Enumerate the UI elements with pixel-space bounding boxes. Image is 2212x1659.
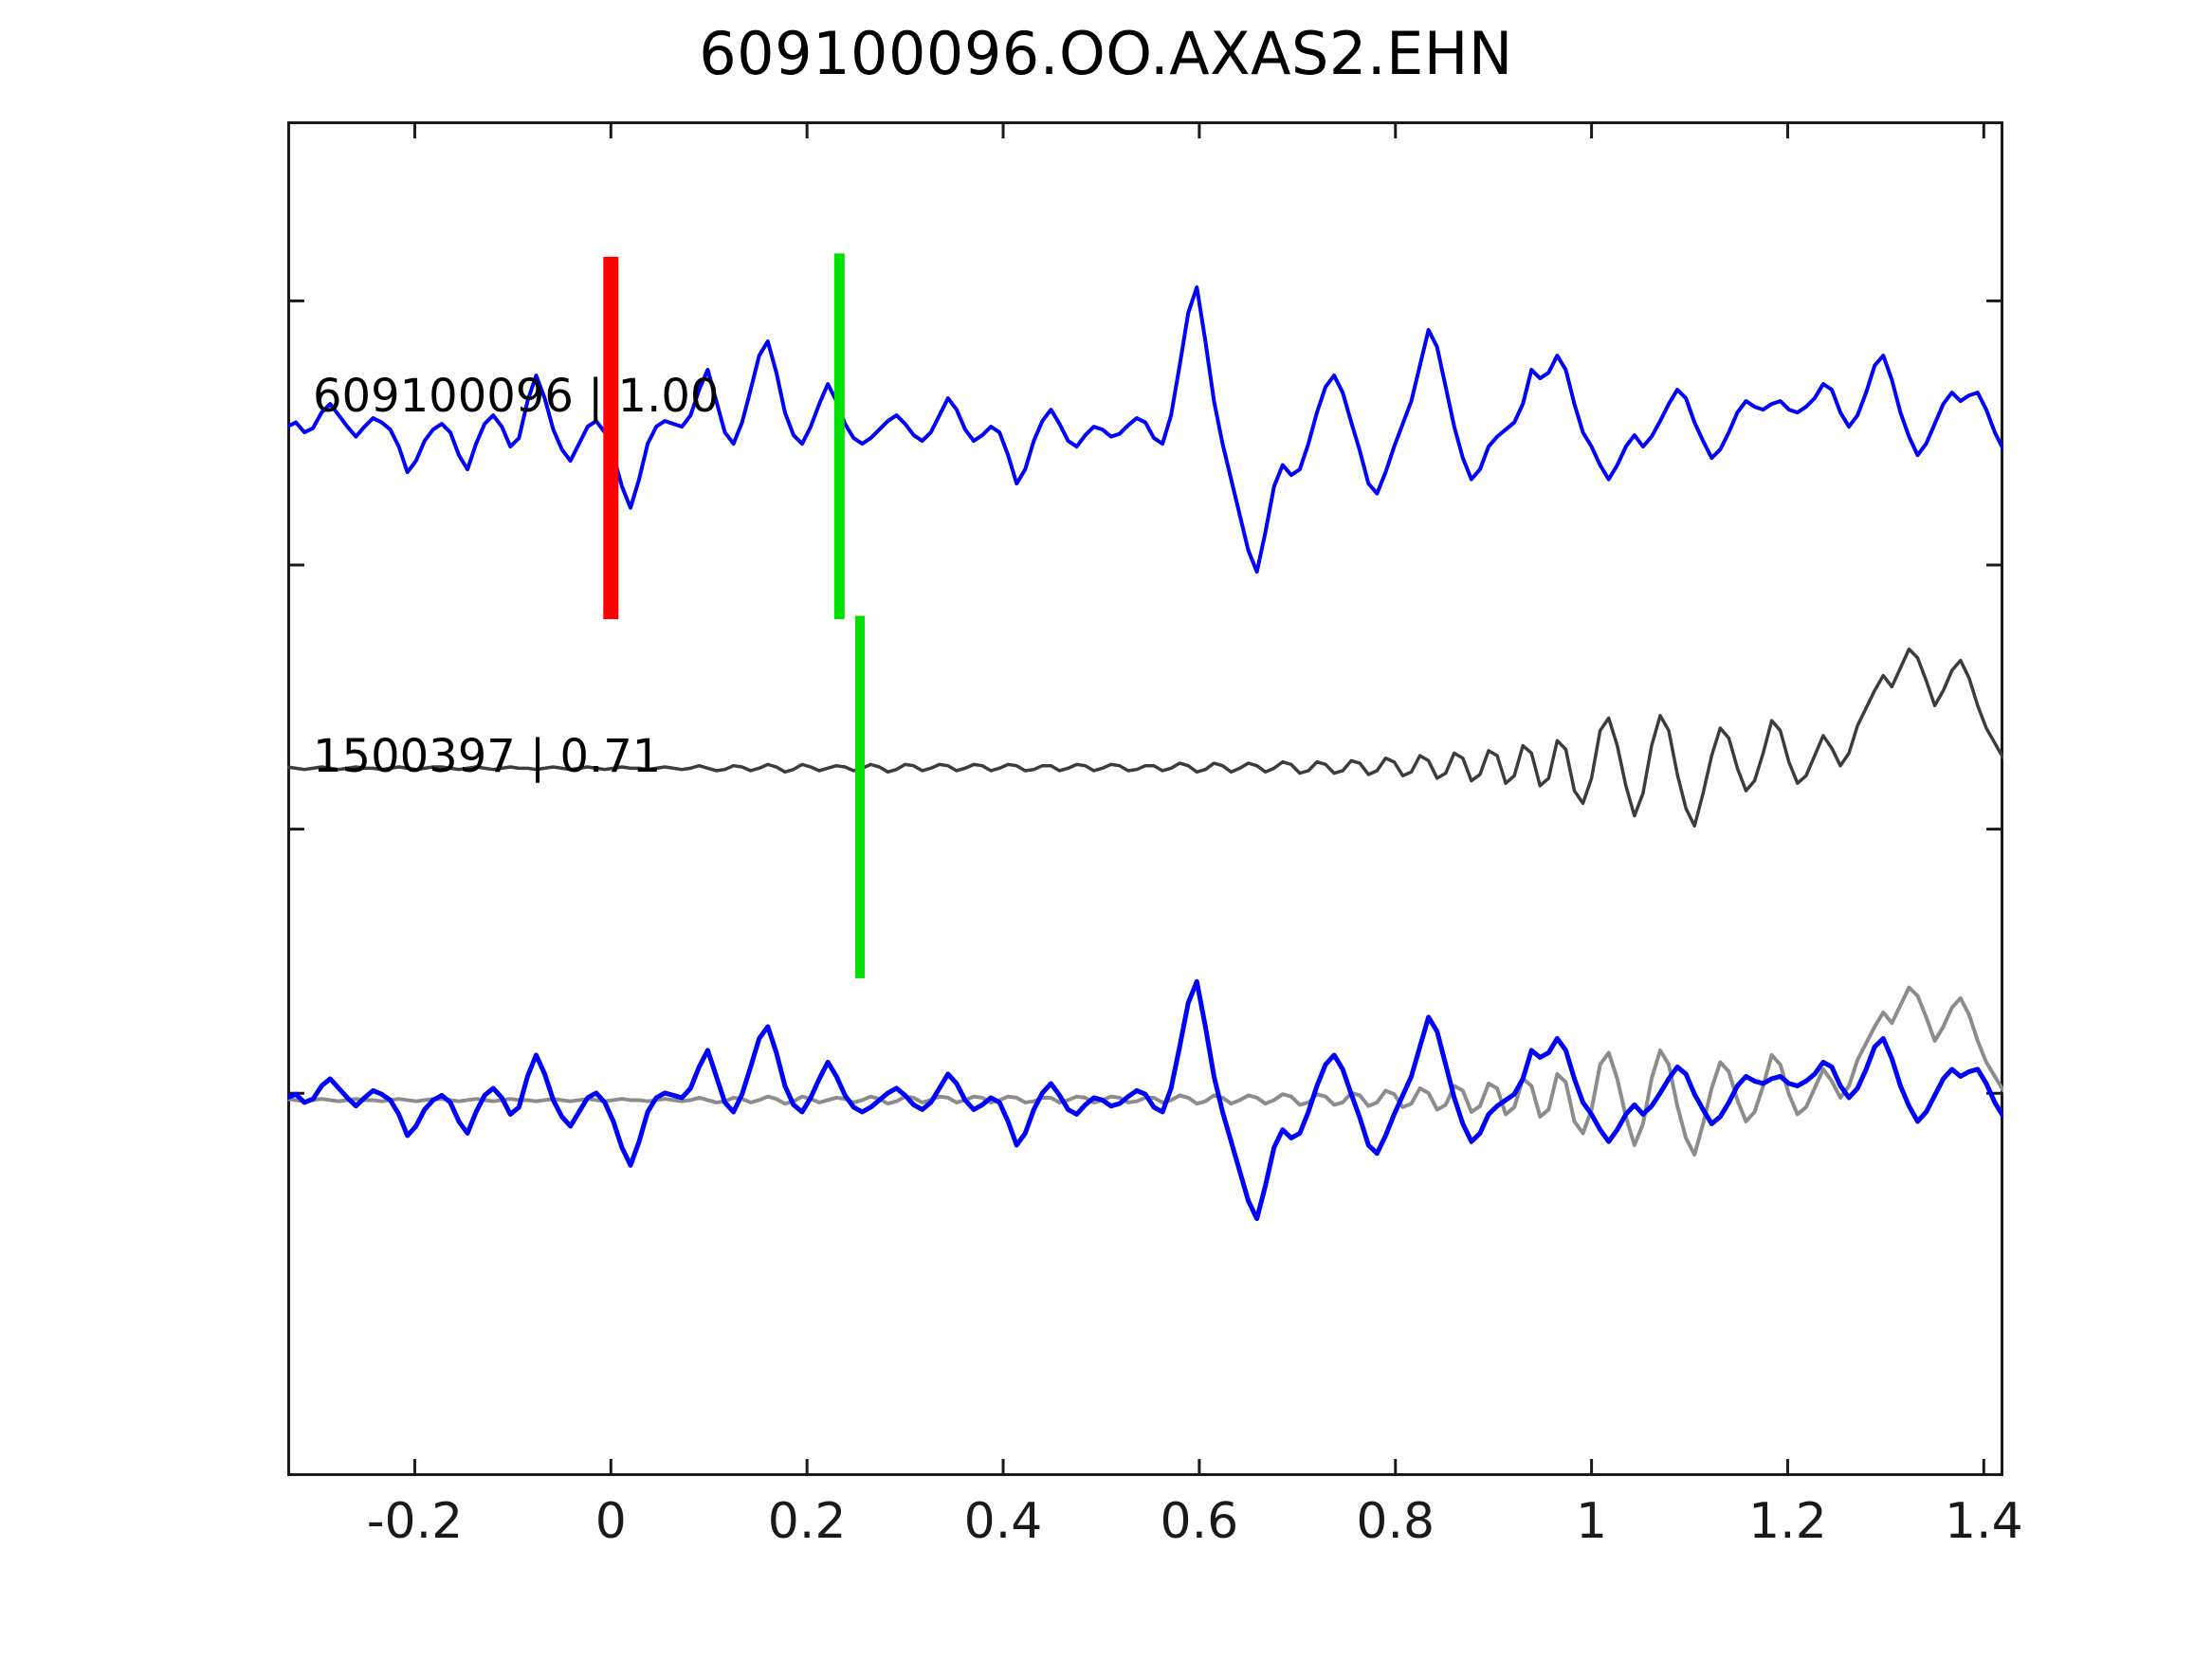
x-tick-label: 0.4	[963, 1493, 1043, 1550]
x-tick-label: 0	[594, 1493, 627, 1550]
trace-label-detection: 1500397 | 0.71	[313, 730, 662, 783]
trace-label-template: 609100096 | 1.00	[313, 370, 720, 423]
x-tick-label: -0.2	[366, 1493, 464, 1550]
x-tick-label: 1.2	[1748, 1493, 1827, 1550]
x-tick-label: 1.4	[1944, 1493, 2023, 1550]
x-tick-label: 0.8	[1356, 1493, 1435, 1550]
axis-ticks	[287, 121, 2003, 1476]
waveform-path	[287, 978, 2003, 1221]
x-tick-label: 1	[1576, 1493, 1608, 1550]
x-axis-tick-labels: -0.2 0 0.2 0.4 0.6 0.8 1 1.2 1.4	[0, 1493, 2212, 1569]
waveform-path	[287, 647, 2003, 828]
waveform-path	[287, 285, 2003, 574]
waveform-plot-svg	[287, 121, 2003, 1476]
plot-area	[287, 121, 2003, 1476]
axes-frame	[287, 121, 2003, 1476]
page-title: 609100096.OO.AXAS2.EHN	[699, 19, 1513, 88]
waveform-traces	[287, 285, 2003, 1221]
x-tick-label: 0.2	[767, 1493, 847, 1550]
pick-markers	[603, 253, 866, 978]
x-tick-label: 0.6	[1160, 1493, 1239, 1550]
